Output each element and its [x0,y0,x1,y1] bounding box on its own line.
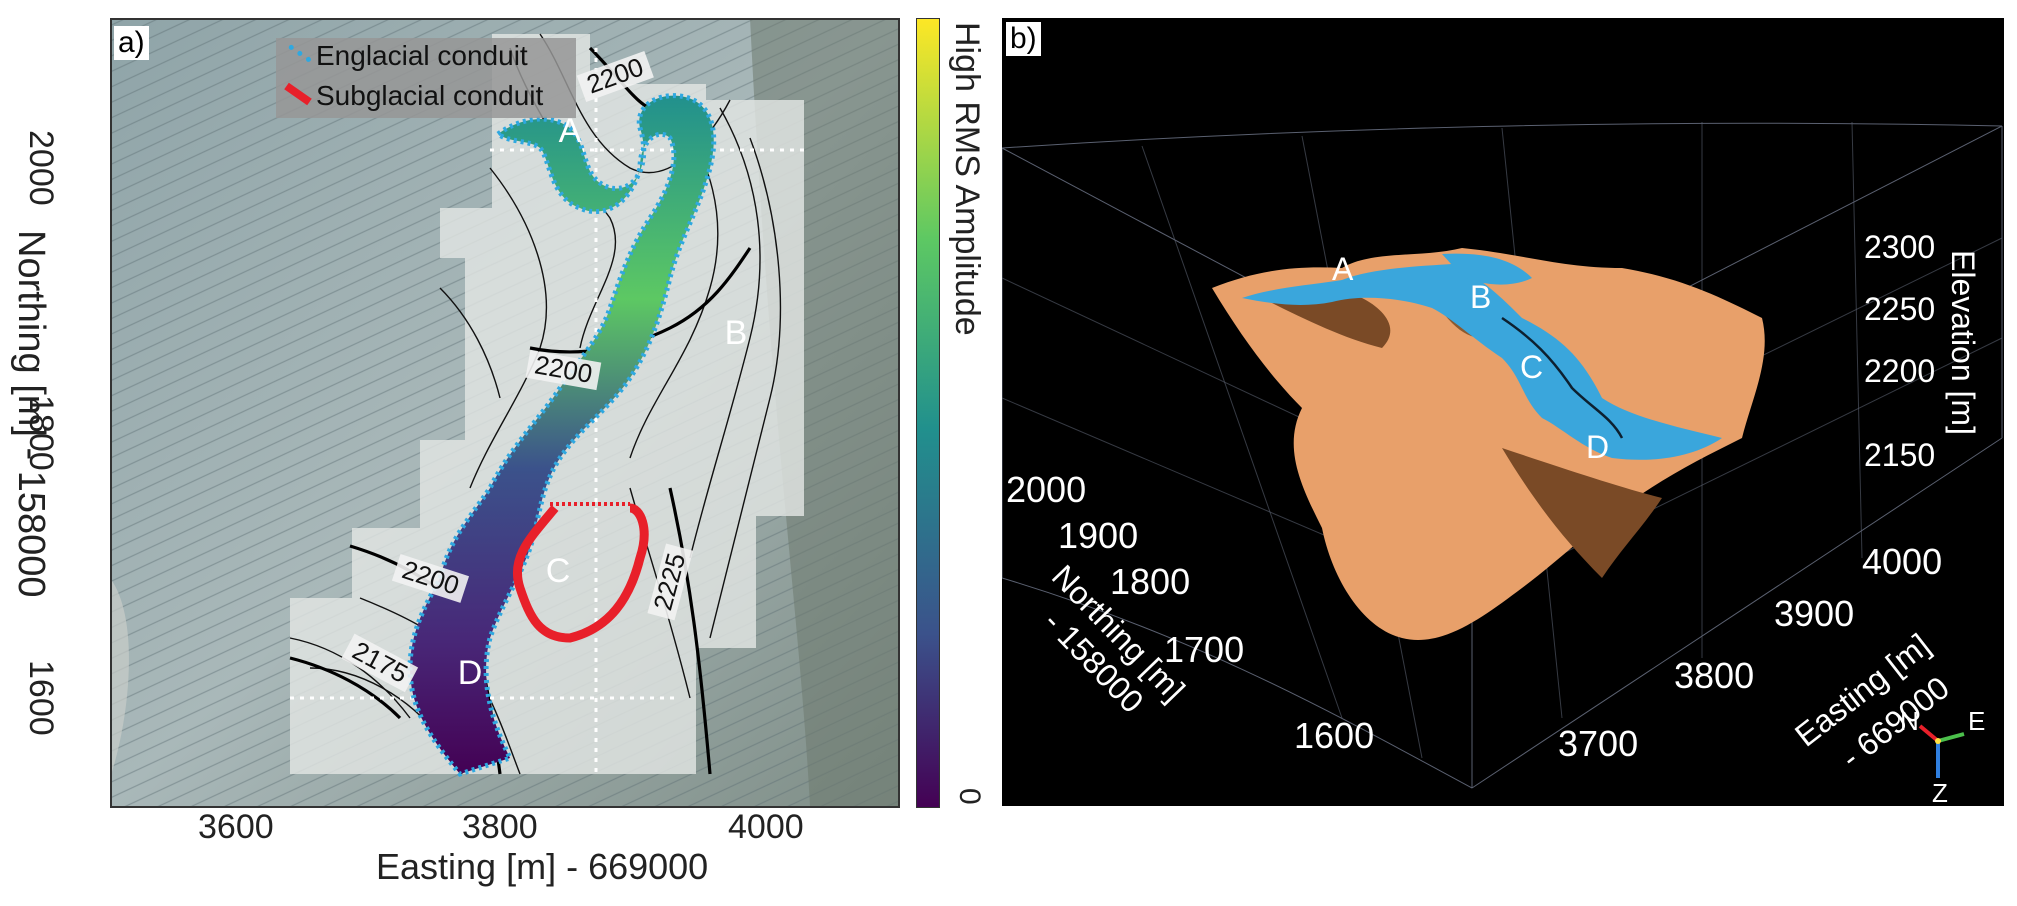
subglacial-conduit [512,503,649,643]
point-label-b: B [725,314,748,352]
z-tick: 2250 [1864,291,1935,327]
3d-point-label-c: C [1520,349,1543,385]
3d-point-label-a: A [1332,251,1354,287]
northing-tick: 2000 [1006,469,1086,510]
terrain-shadow [1262,291,1391,348]
panel-b-3d-view: A B C D N E Z 2300 2250 2200 2150 Elevat… [1002,18,2004,806]
x-tick-4000: 4000 [728,808,804,846]
rock-outcrop [110,578,129,778]
elevation-axis-label: Elevation [m] [1945,250,1981,435]
conduit-water-surface [1242,264,1722,460]
y-axis-label: Northing [m] - 158000 [10,230,52,598]
panel-a-tag: a) [114,26,149,60]
northing-tick: 1600 [1294,715,1374,756]
x-axis-label: Easting [m] - 669000 [376,846,709,887]
easting-tick: 4000 [1862,541,1942,582]
3d-point-labels: A B C D [1332,251,1609,465]
northing-tick: 1900 [1058,515,1138,556]
panel-a-frame [110,18,900,808]
subglacial-legend-label: Subglacial conduit [316,80,544,111]
map-canvas: 2200 2200 2200 2175 2225 A B C [110,18,898,806]
englacial-conduit-band [407,93,717,777]
conduit-point-labels: A B C D [458,112,748,692]
y-tick-1600: 1600 [22,660,60,736]
z-tick: 2300 [1864,229,1935,265]
easting-tick: 3700 [1558,723,1638,764]
colorbar-low-tick: 0 [953,788,986,805]
z-tick: 2150 [1864,437,1935,473]
northing-ticks: 2000 1900 1800 1700 1600 [1006,469,1374,756]
z-tick: 2200 [1864,353,1935,389]
northing-tick: 1700 [1164,629,1244,670]
easting-tick: 3900 [1774,593,1854,634]
conduit-water-surface [1442,253,1532,285]
terrain-shadow [1502,448,1662,578]
orientation-gizmo: N E Z [1900,706,1985,806]
point-label-c: C [546,552,571,590]
3d-point-label-d: D [1586,429,1609,465]
englacial-legend-label: Englacial conduit [316,40,528,71]
gizmo-n-label: N [1900,706,1919,736]
y-tick-2000: 2000 [22,130,60,206]
terrain-surface [1212,248,1765,640]
x-tick-3800: 3800 [462,808,538,846]
3d-point-label-b: B [1470,279,1491,315]
panel-a-map: 2200 2200 2200 2175 2225 A B C [110,18,898,806]
conduit-centerline [1501,316,1624,439]
easting-tick: 3800 [1674,655,1754,696]
panel-b-tag: b) [1006,22,1041,56]
easting-ticks: 4000 3900 3800 3700 [1558,541,1942,764]
gizmo-e-label: E [1968,706,1985,736]
rms-colorbar [916,18,940,808]
elevation-ticks: 2300 2250 2200 2150 [1864,229,1935,473]
colorbar-label: High RMS Amplitude [948,22,986,336]
gizmo-z-label: Z [1932,778,1948,806]
point-label-a: A [559,112,582,150]
point-label-d: D [458,654,483,692]
map-legend: Englacial conduit Subglacial conduit [276,38,576,118]
x-tick-3600: 3600 [198,808,274,846]
3d-canvas: A B C D N E Z 2300 2250 2200 2150 Elevat… [1002,121,2003,806]
northing-tick: 1800 [1110,561,1190,602]
